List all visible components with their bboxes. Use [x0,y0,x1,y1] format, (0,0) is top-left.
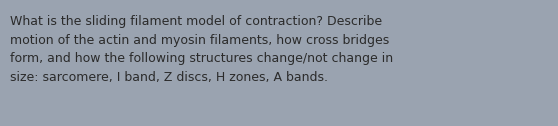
Text: What is the sliding filament model of contraction? Describe
motion of the actin : What is the sliding filament model of co… [10,15,393,84]
